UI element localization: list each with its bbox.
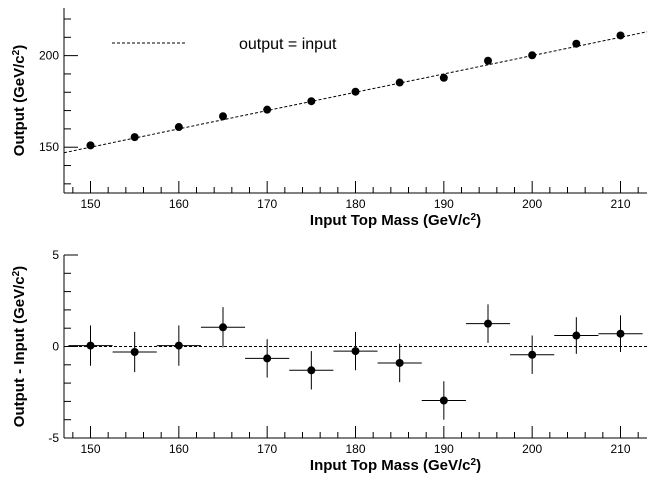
x-axis-title: Input Top Mass (GeV/c2): [310, 212, 481, 230]
y-axis-title: Output (GeV/c2): [11, 45, 29, 156]
data-point: [86, 341, 95, 350]
x-axis-title: Input Top Mass (GeV/c2): [310, 457, 481, 475]
x-tick-label: 210: [610, 442, 630, 456]
x-tick-label: 150: [80, 197, 100, 211]
data-point: [174, 123, 183, 132]
data-point: [86, 141, 95, 150]
x-tick-label: 190: [434, 442, 454, 456]
x-tick-label: 180: [345, 197, 365, 211]
bottom-panel-residual: 150 160 170 180 190 200 210 -5 0 5 Input Top Mass …: [11, 248, 647, 475]
data-point: [528, 51, 537, 60]
data-point: [395, 78, 404, 87]
y-tick-label: 150: [39, 140, 59, 154]
x-tick-label: 150: [80, 442, 100, 456]
data-point: [616, 31, 625, 40]
x-tick-label: 160: [169, 197, 189, 211]
y-axis-title: Output - Input (GeV/c2): [11, 266, 29, 427]
data-point: [307, 97, 316, 106]
x-tick-label: 210: [610, 197, 630, 211]
data-point: [174, 341, 183, 350]
data-point: [439, 73, 448, 82]
data-point: [130, 133, 139, 142]
x-tick-label: 190: [434, 197, 454, 211]
data-point: [572, 39, 581, 48]
legend-label: output = input: [239, 36, 337, 53]
x-tick-label: 180: [345, 442, 365, 456]
data-point: [263, 354, 272, 363]
data-point: [219, 323, 227, 332]
data-point: [484, 319, 492, 328]
data-point: [307, 366, 316, 375]
x-tick-label: 160: [169, 442, 189, 456]
data-point: [219, 112, 227, 121]
x-tick-label: 170: [257, 197, 277, 211]
x-tick-label: 170: [257, 442, 277, 456]
x-tick-label: 200: [522, 442, 542, 456]
x-tick-label: 200: [522, 197, 542, 211]
data-point: [572, 331, 581, 340]
y-tick-label: 5: [52, 248, 59, 262]
data-point: [351, 87, 360, 96]
top-panel-output-vs-input: 150 160 170 180 190 200 210 150 200 Input Top Mas…: [11, 8, 648, 229]
data-point: [395, 358, 404, 367]
data-point: [351, 347, 360, 356]
y-tick-label: 200: [39, 49, 59, 63]
data-point: [439, 396, 448, 405]
data-point: [263, 105, 272, 114]
y-tick-label: 0: [52, 340, 59, 354]
data-point: [528, 350, 537, 359]
data-point: [130, 347, 139, 356]
y-tick-label: -5: [48, 431, 59, 445]
data-point: [484, 56, 492, 65]
data-point: [616, 329, 625, 338]
